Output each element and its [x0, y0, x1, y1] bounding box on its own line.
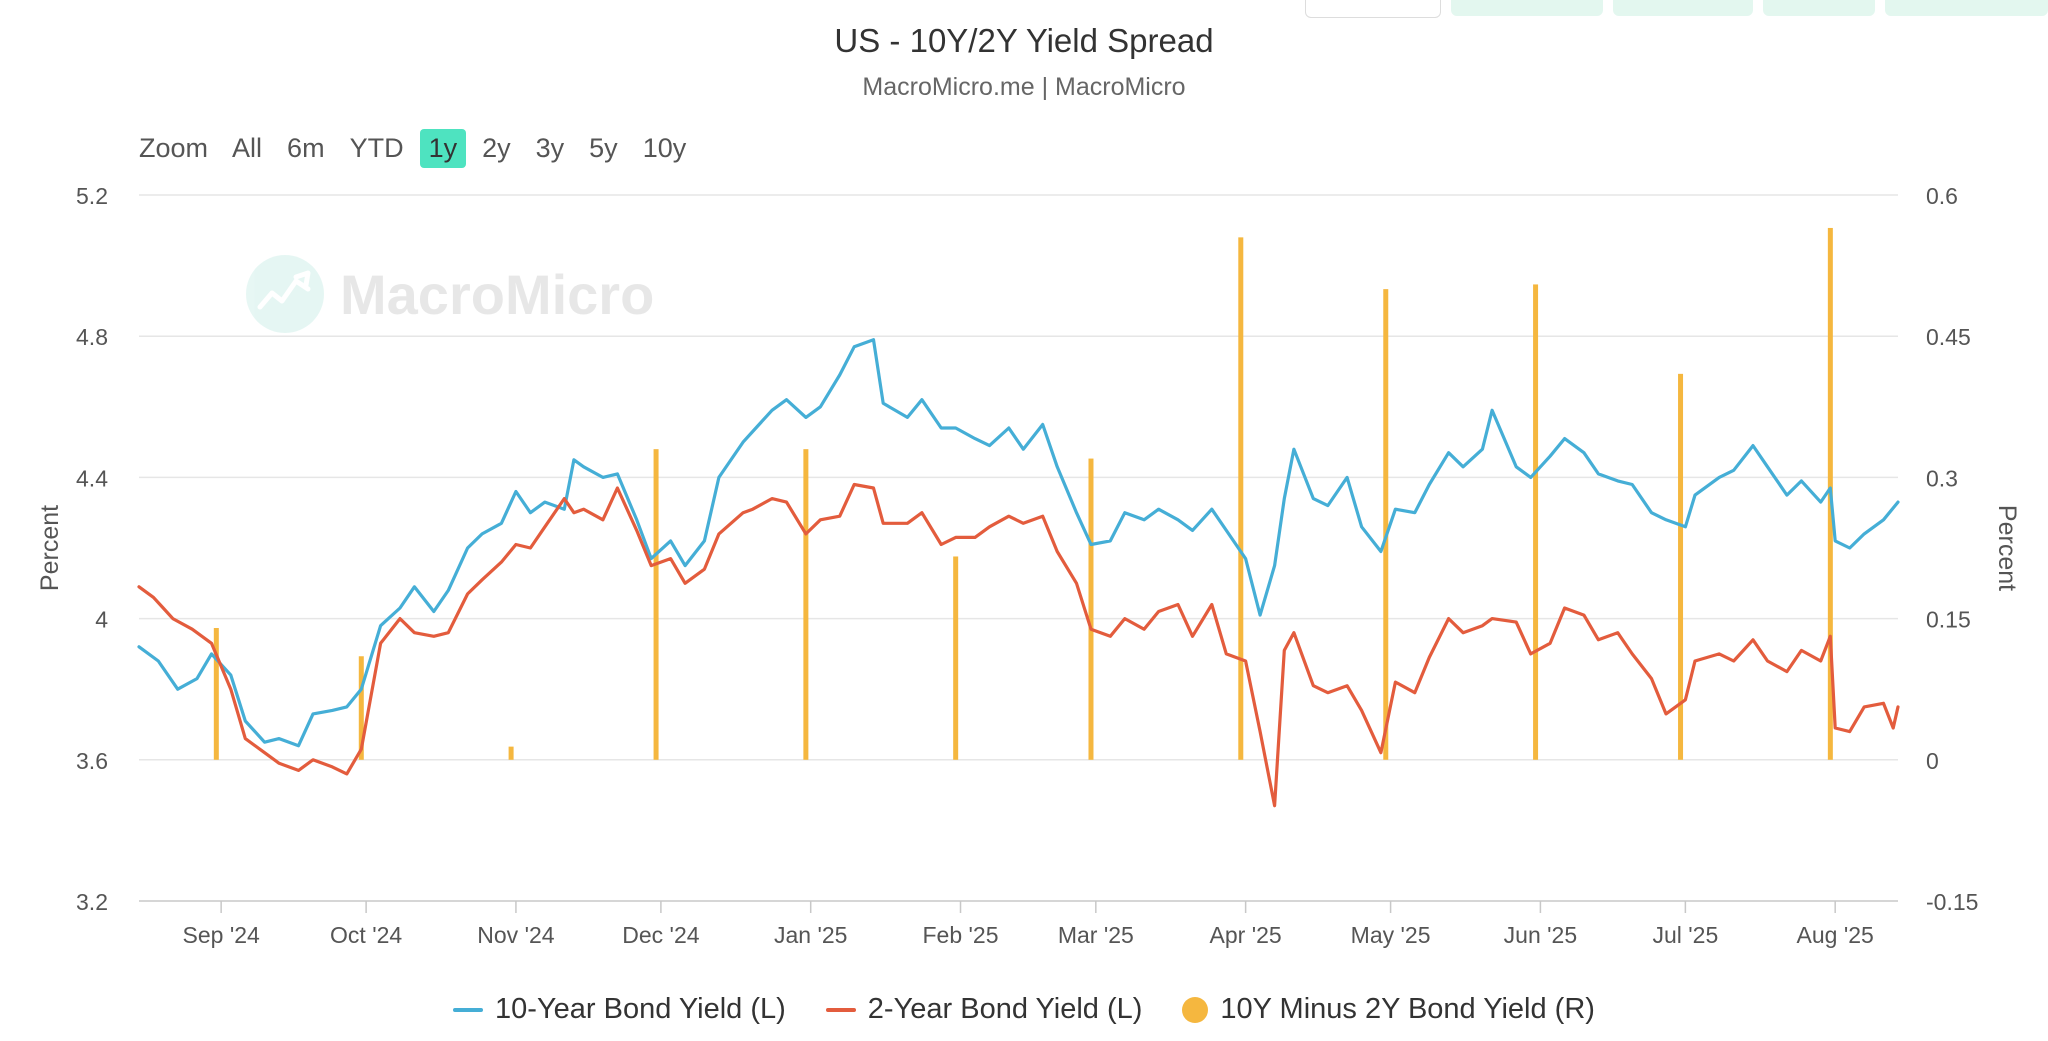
legend-10y-swatch: [453, 1007, 484, 1012]
x-tick-label: Sep '24: [183, 922, 260, 948]
zoom-5y-button[interactable]: 5y: [589, 132, 618, 163]
spread-bar: [1088, 458, 1094, 760]
legend-10y-label: 10-Year Bond Yield (L): [495, 993, 786, 1025]
y-right-tick-label: 0.6: [1926, 183, 1958, 209]
y-left-tick-label: 4.4: [76, 465, 108, 491]
y-right-tick-label: 0.3: [1926, 465, 1958, 491]
spread-bar: [1238, 237, 1244, 760]
top-toolbar-button-1[interactable]: [1305, 0, 1441, 18]
chart-plot: 5.2 4.8 4.4 4 3.6 3.2 0.6 0.45 0.3 0.15 0 -0.15 Perc…: [36, 183, 2021, 948]
x-tick-label: Nov '24: [477, 922, 554, 948]
x-tick-label: Feb '25: [923, 922, 999, 948]
y-left-tick-label: 5.2: [76, 183, 108, 209]
series-line-2y: [137, 482, 1900, 808]
zoom-toolbar: Zoom All 6m YTD 1y 2y 3y 5y 10y: [139, 128, 702, 168]
spread-bar: [358, 656, 364, 760]
x-tick-label: Mar '25: [1058, 922, 1134, 948]
spread-bar: [953, 556, 959, 760]
spread-bar: [1383, 289, 1389, 760]
y-right-tick-label: 0.15: [1926, 607, 1971, 633]
legend-2y-swatch: [825, 1007, 856, 1012]
zoom-6m-button[interactable]: 6m: [287, 132, 325, 163]
y-right-tick-label: 0: [1926, 748, 1939, 774]
x-tick-label: Oct '24: [330, 922, 402, 948]
y-right-tick-label: 0.45: [1926, 324, 1971, 350]
x-tick-label: Dec '24: [622, 922, 699, 948]
watermark-text: MacroMicro: [340, 262, 655, 326]
top-toolbar-button-2[interactable]: [1451, 0, 1603, 16]
spread-bar: [1533, 284, 1539, 760]
zoom-1y-button[interactable]: 1y: [419, 128, 467, 168]
top-toolbar-button-4[interactable]: [1763, 0, 1875, 16]
legend-item-spread[interactable]: 10Y Minus 2Y Bond Yield (R): [1182, 993, 1595, 1026]
zoom-2y-button[interactable]: 2y: [482, 132, 511, 163]
x-tick-label: Jun '25: [1504, 922, 1577, 948]
y-left-tick-label: 4.8: [76, 324, 108, 350]
zoom-all-button[interactable]: All: [232, 132, 263, 163]
y-left-axis-title: Percent: [36, 505, 64, 591]
spread-bar: [803, 449, 809, 760]
legend-2y-label: 2-Year Bond Yield (L): [867, 993, 1143, 1025]
legend-spread-swatch: [1182, 996, 1209, 1023]
zoom-3y-button[interactable]: 3y: [535, 132, 565, 163]
zoom-10y-button[interactable]: 10y: [642, 132, 687, 163]
y-right-tick-label: -0.15: [1926, 889, 1978, 915]
macromicro-logo-icon: [246, 255, 324, 333]
top-toolbar-button-3[interactable]: [1613, 0, 1753, 16]
chart-title: US - 10Y/2Y Yield Spread: [834, 22, 1214, 59]
axes: 5.2 4.8 4.4 4 3.6 3.2 0.6 0.45 0.3 0.15 0 -0.15 Perc…: [36, 183, 2021, 948]
spread-bar: [1678, 373, 1684, 760]
y-right-axis-title: Percent: [1993, 505, 2021, 591]
spread-bars: [213, 227, 1833, 760]
chart-subtitle: MacroMicro.me | MacroMicro: [862, 73, 1186, 101]
y-left-tick-label: 3.2: [76, 889, 108, 915]
x-tick-label: May '25: [1351, 922, 1431, 948]
legend-item-10y[interactable]: 10-Year Bond Yield (L): [453, 993, 786, 1026]
x-tick-label: Aug '25: [1797, 922, 1874, 948]
legend-item-2y[interactable]: 2-Year Bond Yield (L): [825, 993, 1143, 1026]
y-left-tick-label: 4: [95, 607, 108, 633]
legend-spread-label: 10Y Minus 2Y Bond Yield (R): [1220, 993, 1595, 1025]
y-left-tick-label: 3.6: [76, 748, 108, 774]
x-tick-label: Jan '25: [774, 922, 847, 948]
x-tick-label: Apr '25: [1210, 922, 1282, 948]
series-line-10y: [137, 338, 1900, 748]
x-tick-label: Jul '25: [1652, 922, 1718, 948]
spread-bar: [508, 746, 514, 760]
spread-bar: [213, 628, 219, 760]
watermark: MacroMicro: [246, 255, 654, 333]
gridlines: [139, 194, 1898, 902]
yield-lines: [137, 338, 1900, 808]
zoom-ytd-button[interactable]: YTD: [349, 132, 404, 163]
top-toolbar-button-5[interactable]: [1885, 0, 2048, 16]
zoom-label: Zoom: [139, 132, 209, 163]
legend: 10-Year Bond Yield (L) 2-Year Bond Yield…: [0, 993, 2048, 1026]
spread-bar: [653, 449, 659, 760]
